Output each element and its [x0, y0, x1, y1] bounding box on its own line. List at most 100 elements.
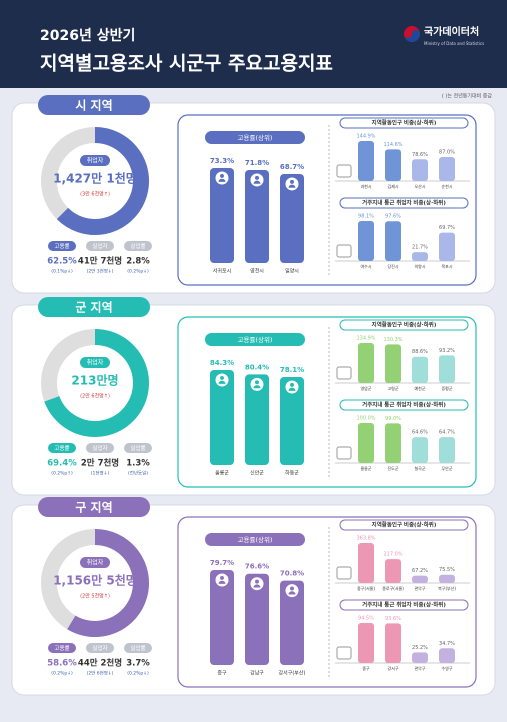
- stat-change: (0.1%p↓): [51, 269, 73, 275]
- donut-arc: [67, 529, 149, 637]
- side-bar: [358, 543, 374, 583]
- side-value-label: 67.2%: [412, 568, 428, 574]
- side-category: 고령군: [387, 385, 398, 391]
- side-value-label: 88.6%: [412, 349, 428, 355]
- side-bar: [358, 423, 374, 463]
- stat-label: 실업자: [92, 242, 107, 250]
- side-title-pill: [339, 599, 469, 611]
- main-bar: [245, 573, 269, 665]
- main-value-label: 68.7%: [280, 163, 304, 171]
- person-head: [290, 179, 294, 184]
- person-head: [220, 575, 224, 580]
- donut-value: 1,156만 5천명: [53, 573, 137, 588]
- side-category: 관악구: [414, 665, 425, 671]
- side-icon: [336, 446, 352, 460]
- side-category: 예천군: [414, 385, 425, 391]
- side-category: 강서구: [387, 665, 398, 671]
- side-bar: [358, 221, 374, 261]
- stat-pill: [124, 241, 152, 251]
- side-bar: [412, 159, 428, 181]
- side-bar: [385, 559, 401, 583]
- side-title-pill: [339, 399, 469, 411]
- donut-change: (3만 6천명↑): [80, 191, 110, 198]
- section-tab: [38, 497, 150, 517]
- stat-value: 58.6%: [47, 659, 77, 669]
- person-head: [290, 382, 294, 387]
- person-head: [290, 586, 294, 591]
- stat-label: 고용률: [54, 445, 69, 452]
- main-category: 강서구(부산): [279, 670, 306, 677]
- person-head: [255, 380, 259, 385]
- main-category: 신안군: [250, 470, 264, 477]
- side-icon: [336, 646, 352, 660]
- side-value-label: 97.6%: [385, 214, 401, 220]
- main-value-label: 70.8%: [280, 570, 304, 578]
- side-bar: [412, 356, 428, 383]
- stat-change: (0.2%p↓): [127, 269, 149, 275]
- section-tab: [38, 297, 150, 317]
- side-title-pill: [339, 319, 469, 331]
- side-bar: [385, 221, 401, 261]
- side-category: 울릉군: [360, 465, 371, 471]
- side-category: 칠곡군: [414, 465, 425, 471]
- donut-label-pill: [80, 357, 110, 368]
- side-bar: [439, 156, 455, 181]
- side-category: 증평군: [441, 385, 452, 391]
- side-bar: [358, 343, 374, 383]
- main-bar: [280, 580, 304, 665]
- stat-label: 실업자: [92, 444, 107, 452]
- side-icon: [336, 244, 352, 258]
- side-value-label: 64.7%: [439, 430, 455, 436]
- stat-change: (1천명↓): [91, 470, 110, 477]
- person-icon: [284, 176, 300, 192]
- side-value-label: 144.9%: [356, 134, 375, 140]
- side-value-label: 25.2%: [412, 645, 428, 651]
- person-head: [255, 175, 259, 180]
- main-title-pill: [205, 533, 305, 546]
- stat-label: 실업률: [130, 644, 145, 652]
- side-category: 무안군: [441, 465, 452, 471]
- person-body: [218, 380, 226, 384]
- side-value-label: 87.0%: [439, 149, 455, 155]
- main-title: 고용률(상위): [238, 133, 273, 142]
- side-bar: [439, 232, 455, 261]
- donut-label-pill: [80, 557, 110, 568]
- side-title-pill: [339, 197, 469, 209]
- side-bar: [412, 252, 428, 261]
- person-icon: [214, 372, 230, 388]
- donut-change: (2만 5천명↑): [80, 593, 110, 600]
- donut-arc: [56, 127, 149, 235]
- side-category: 중구: [362, 666, 370, 671]
- side-title: 지역활동인구 비중(상·하위): [372, 521, 437, 529]
- stat-label: 실업자: [92, 644, 107, 652]
- person-body: [288, 387, 296, 391]
- stat-label: 고용률: [54, 243, 69, 250]
- person-body: [218, 580, 226, 584]
- stat-value: 44만 2천명: [78, 658, 122, 669]
- side-value-label: 217.0%: [383, 552, 402, 558]
- person-icon: [284, 379, 300, 395]
- header-title: 지역별고용조사 시군구 주요고용지표: [40, 53, 333, 75]
- side-value-label: 363.8%: [356, 536, 375, 542]
- stat-label: 고용률: [54, 645, 69, 652]
- side-category: 순천시: [441, 183, 452, 189]
- main-bar: [245, 374, 269, 465]
- side-value-label: 114.6%: [383, 142, 402, 148]
- person-icon: [249, 172, 265, 188]
- side-title-pill: [339, 117, 469, 129]
- logo-text: 국가데이터처: [424, 25, 479, 38]
- side-bar: [385, 423, 401, 463]
- stat-pill: [86, 643, 114, 653]
- main-value-label: 71.8%: [245, 159, 269, 167]
- side-title: 지역활동인구 비중(상·하위): [372, 119, 437, 127]
- logo-mark-blue: [404, 30, 420, 42]
- stat-change: (2만 3천명↓): [87, 268, 114, 275]
- main-bar: [280, 173, 304, 263]
- main-title-pill: [205, 333, 305, 346]
- main-category: 울릉군: [215, 471, 229, 477]
- side-title: 거주지내 통근 취업자 비중(상·하위): [362, 401, 446, 409]
- main-title-pill: [205, 131, 305, 144]
- person-body: [218, 178, 226, 182]
